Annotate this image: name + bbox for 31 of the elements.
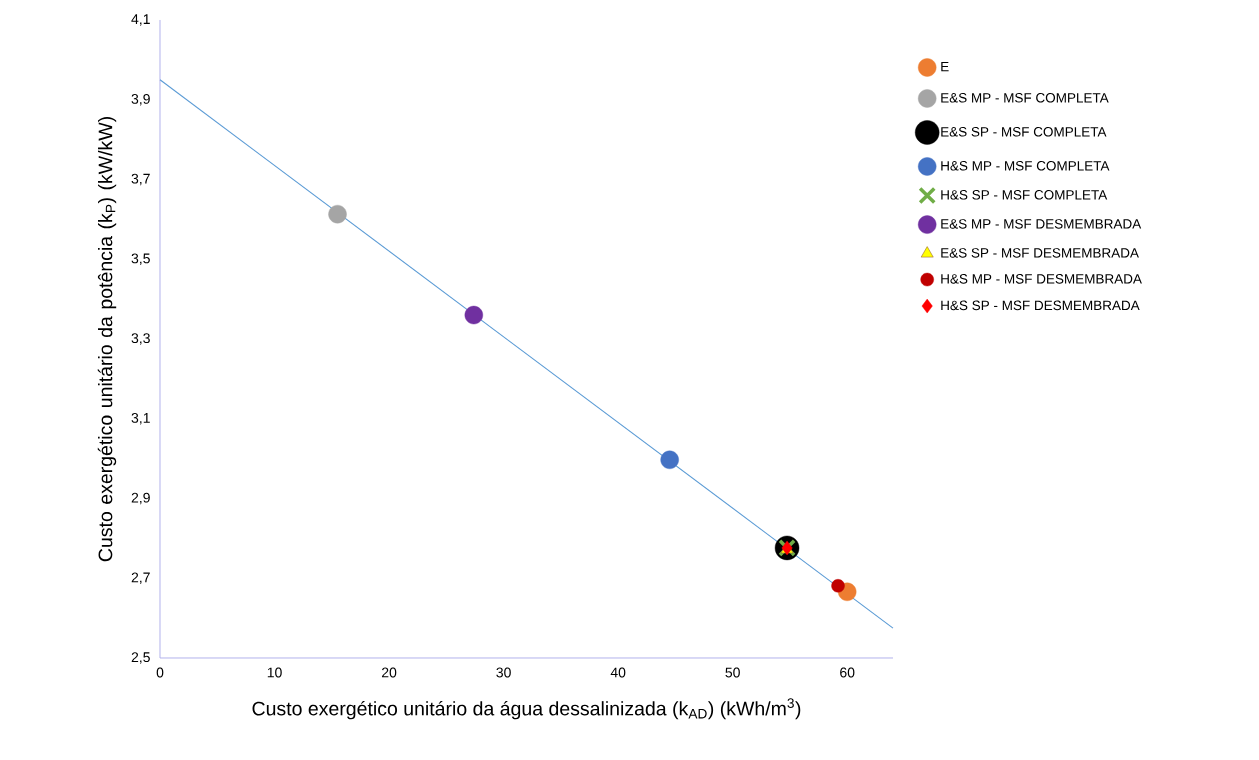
y-tick-label: 2,7 [131, 572, 150, 585]
x-tick-label: 0 [156, 667, 164, 678]
y-tick-label: 2,9 [131, 492, 150, 505]
point [328, 204, 347, 224]
x-tick-label: 10 [267, 667, 282, 678]
x-tick-label: 30 [496, 667, 511, 678]
x-tick-label: 20 [381, 667, 397, 678]
legend-label: E&S SP - MSF DESMEMBRADA [941, 248, 1139, 258]
legend-label: H&S MP - MSF COMPLETA [941, 161, 1110, 171]
legend-label: H&S SP - MSF COMPLETA [941, 190, 1108, 200]
y-tick-label: 2,5 [131, 652, 150, 664]
x-tick-label: 60 [840, 667, 855, 678]
y-axis-title: Custo exergético unitário da potência (k$_{P}$) (kW/kW) [97, 117, 117, 562]
legend-label: H&S SP - MSF DESMEMBRADA [941, 300, 1140, 311]
legend-label: H&S MP - MSF DESMEMBRADA [941, 274, 1142, 284]
legend-label: E [941, 62, 949, 72]
legend-label: E&S MP - MSF COMPLETA [941, 93, 1109, 103]
x-axis-title: Custo exergético unitário da água dessalinizada (k$_{AD}$) (kWh/m$^{3}$) [252, 698, 801, 720]
point [464, 305, 484, 325]
x-tick-label: 50 [725, 667, 740, 678]
legend-label: E&S MP - MSF DESMEMBRADA [941, 219, 1142, 229]
y-tick-label: 4,1 [131, 14, 150, 26]
y-tick-label: 3,9 [131, 93, 150, 106]
y-tick-label: 3,5 [131, 253, 150, 266]
x-tick-label: 40 [610, 667, 626, 678]
y-tick-label: 3,1 [131, 412, 150, 425]
y-tick-label: 3,7 [131, 173, 150, 186]
y-tick-label: 3,3 [131, 333, 150, 345]
point [660, 450, 679, 470]
legend-label: E&S SP - MSF COMPLETA [941, 127, 1107, 137]
point [831, 579, 845, 593]
